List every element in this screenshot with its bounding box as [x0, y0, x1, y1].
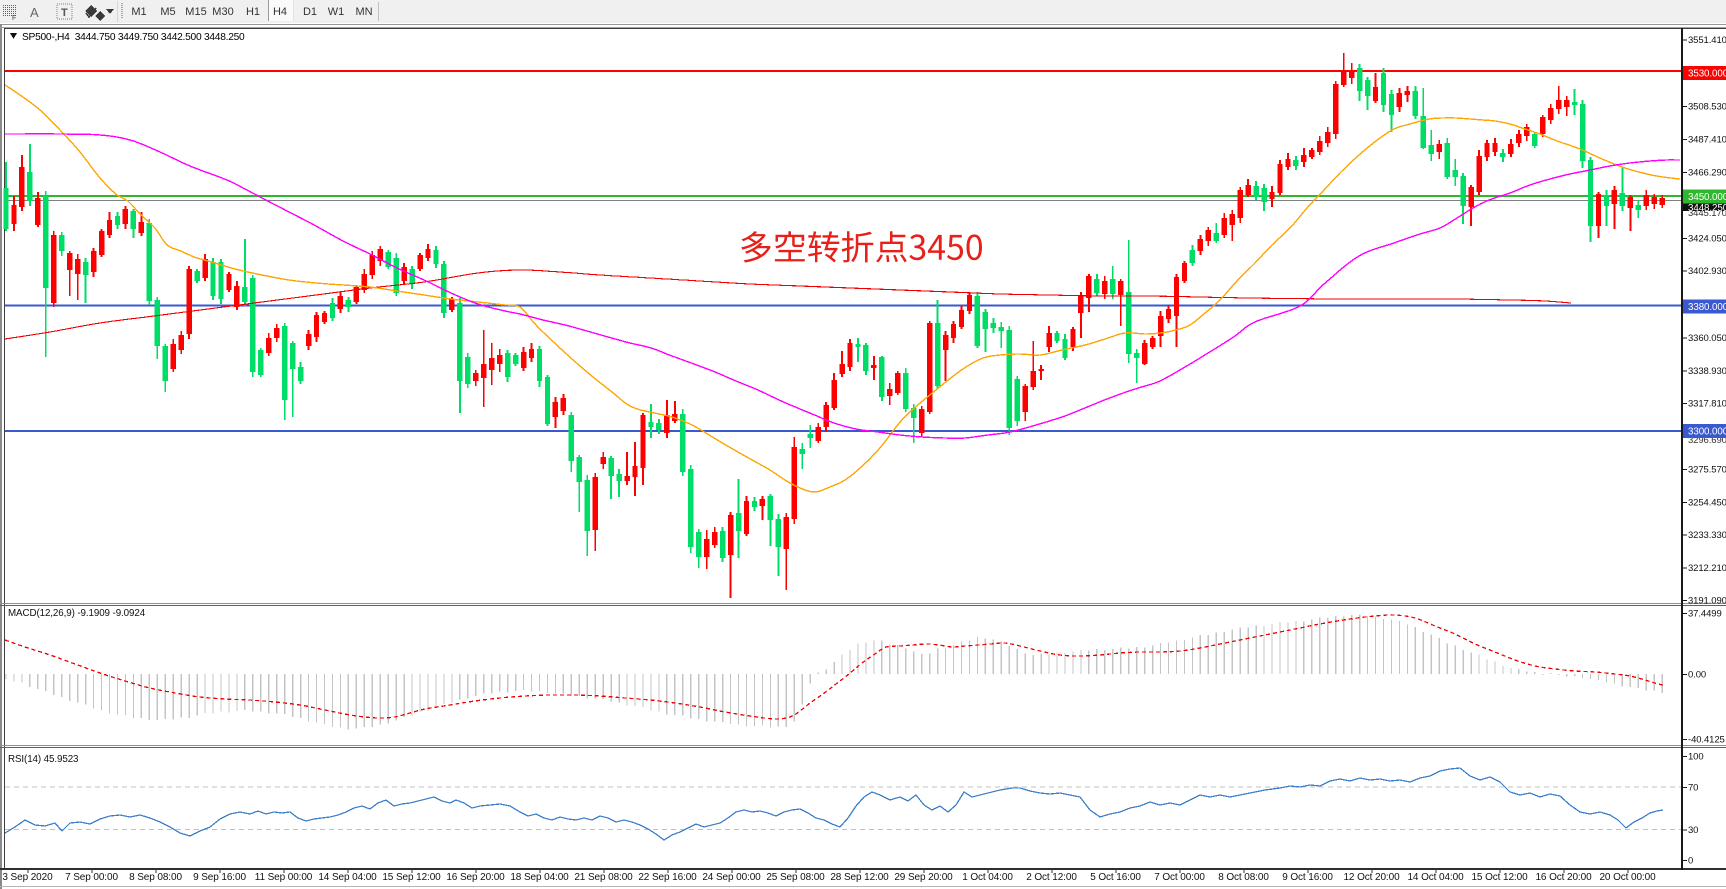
svg-text:3317.810: 3317.810: [1688, 399, 1726, 410]
svg-text:3466.290: 3466.290: [1688, 168, 1726, 179]
svg-text:8 Oct 08:00: 8 Oct 08:00: [1218, 872, 1269, 883]
svg-text:15 Sep 12:00: 15 Sep 12:00: [382, 872, 441, 883]
svg-text:M15: M15: [185, 6, 206, 18]
svg-text:100: 100: [1688, 752, 1704, 763]
svg-text:3448.250: 3448.250: [1688, 203, 1726, 214]
svg-text:M5: M5: [160, 6, 175, 18]
svg-text:30: 30: [1688, 825, 1698, 836]
svg-text:M1: M1: [131, 6, 146, 18]
svg-text:14 Sep 04:00: 14 Sep 04:00: [318, 872, 377, 883]
svg-text:3296.690: 3296.690: [1688, 435, 1726, 446]
svg-text:25 Sep 08:00: 25 Sep 08:00: [766, 872, 825, 883]
svg-text:3424.050: 3424.050: [1688, 233, 1726, 244]
svg-text:D1: D1: [303, 6, 317, 18]
svg-text:3338.930: 3338.930: [1688, 366, 1726, 377]
svg-text:9 Sep 16:00: 9 Sep 16:00: [193, 872, 246, 883]
svg-text:SP500-,H4 3444.750 3449.750 3: SP500-,H4 3444.750 3449.750 3442.500 344…: [22, 32, 245, 43]
svg-text:12 Oct 20:00: 12 Oct 20:00: [1343, 872, 1400, 883]
svg-text:3191.090: 3191.090: [1688, 596, 1726, 607]
svg-text:3254.450: 3254.450: [1688, 497, 1726, 508]
svg-text:3233.330: 3233.330: [1688, 530, 1726, 541]
svg-text:5 Oct 16:00: 5 Oct 16:00: [1090, 872, 1141, 883]
svg-text:3300.000: 3300.000: [1688, 426, 1726, 437]
svg-text:3212.210: 3212.210: [1688, 563, 1726, 574]
svg-text:T: T: [61, 7, 68, 19]
svg-text:16 Sep 20:00: 16 Sep 20:00: [446, 872, 505, 883]
svg-text:H1: H1: [246, 6, 260, 18]
svg-text:28 Sep 12:00: 28 Sep 12:00: [830, 872, 889, 883]
svg-text:9 Oct 16:00: 9 Oct 16:00: [1282, 872, 1333, 883]
svg-text:22 Sep 16:00: 22 Sep 16:00: [638, 872, 697, 883]
svg-text:70: 70: [1688, 783, 1698, 794]
svg-text:A: A: [30, 5, 39, 20]
svg-text:3402.930: 3402.930: [1688, 266, 1726, 277]
svg-text:18 Sep 04:00: 18 Sep 04:00: [510, 872, 569, 883]
svg-text:M30: M30: [212, 6, 233, 18]
svg-text:3450.000: 3450.000: [1688, 192, 1726, 203]
svg-text:29 Sep 20:00: 29 Sep 20:00: [894, 872, 953, 883]
svg-text:3275.570: 3275.570: [1688, 464, 1726, 475]
svg-text:11 Sep 00:00: 11 Sep 00:00: [255, 872, 313, 883]
svg-text:37.4499: 37.4499: [1688, 609, 1722, 620]
svg-text:14 Oct 04:00: 14 Oct 04:00: [1407, 872, 1464, 883]
svg-text:3445.170: 3445.170: [1688, 208, 1726, 219]
svg-text:7 Sep 00:00: 7 Sep 00:00: [65, 872, 118, 883]
svg-text:3 Sep 2020: 3 Sep 2020: [2, 872, 53, 883]
svg-text:15 Oct 12:00: 15 Oct 12:00: [1471, 872, 1528, 883]
svg-text:MACD(12,26,9) -9.1909 -9.0924: MACD(12,26,9) -9.1909 -9.0924: [8, 608, 146, 619]
svg-text:3487.410: 3487.410: [1688, 135, 1726, 146]
svg-text:3508.530: 3508.530: [1688, 102, 1726, 113]
svg-text:RSI(14) 45.9523: RSI(14) 45.9523: [8, 754, 79, 765]
svg-text:3551.410: 3551.410: [1688, 35, 1726, 46]
svg-text:3380.000: 3380.000: [1688, 302, 1726, 313]
svg-text:1 Oct 04:00: 1 Oct 04:00: [962, 872, 1013, 883]
svg-text:16 Oct 20:00: 16 Oct 20:00: [1535, 872, 1592, 883]
svg-text:MN: MN: [355, 6, 372, 18]
svg-text:0.00: 0.00: [1688, 670, 1706, 681]
svg-text:7 Oct 00:00: 7 Oct 00:00: [1154, 872, 1205, 883]
svg-text:-40.4125: -40.4125: [1688, 735, 1725, 746]
svg-text:8 Sep 08:00: 8 Sep 08:00: [129, 872, 182, 883]
svg-text:H4: H4: [273, 6, 287, 18]
svg-text:W1: W1: [328, 6, 345, 18]
svg-text:F: F: [12, 15, 16, 22]
svg-text:21 Sep 08:00: 21 Sep 08:00: [574, 872, 633, 883]
svg-text:20 Oct 00:00: 20 Oct 00:00: [1599, 872, 1656, 883]
svg-text:3360.050: 3360.050: [1688, 333, 1726, 344]
svg-text:0: 0: [1688, 856, 1693, 867]
svg-text:2 Oct 12:00: 2 Oct 12:00: [1026, 872, 1077, 883]
svg-text:24 Sep 00:00: 24 Sep 00:00: [702, 872, 761, 883]
svg-text:3530.000: 3530.000: [1688, 68, 1726, 79]
